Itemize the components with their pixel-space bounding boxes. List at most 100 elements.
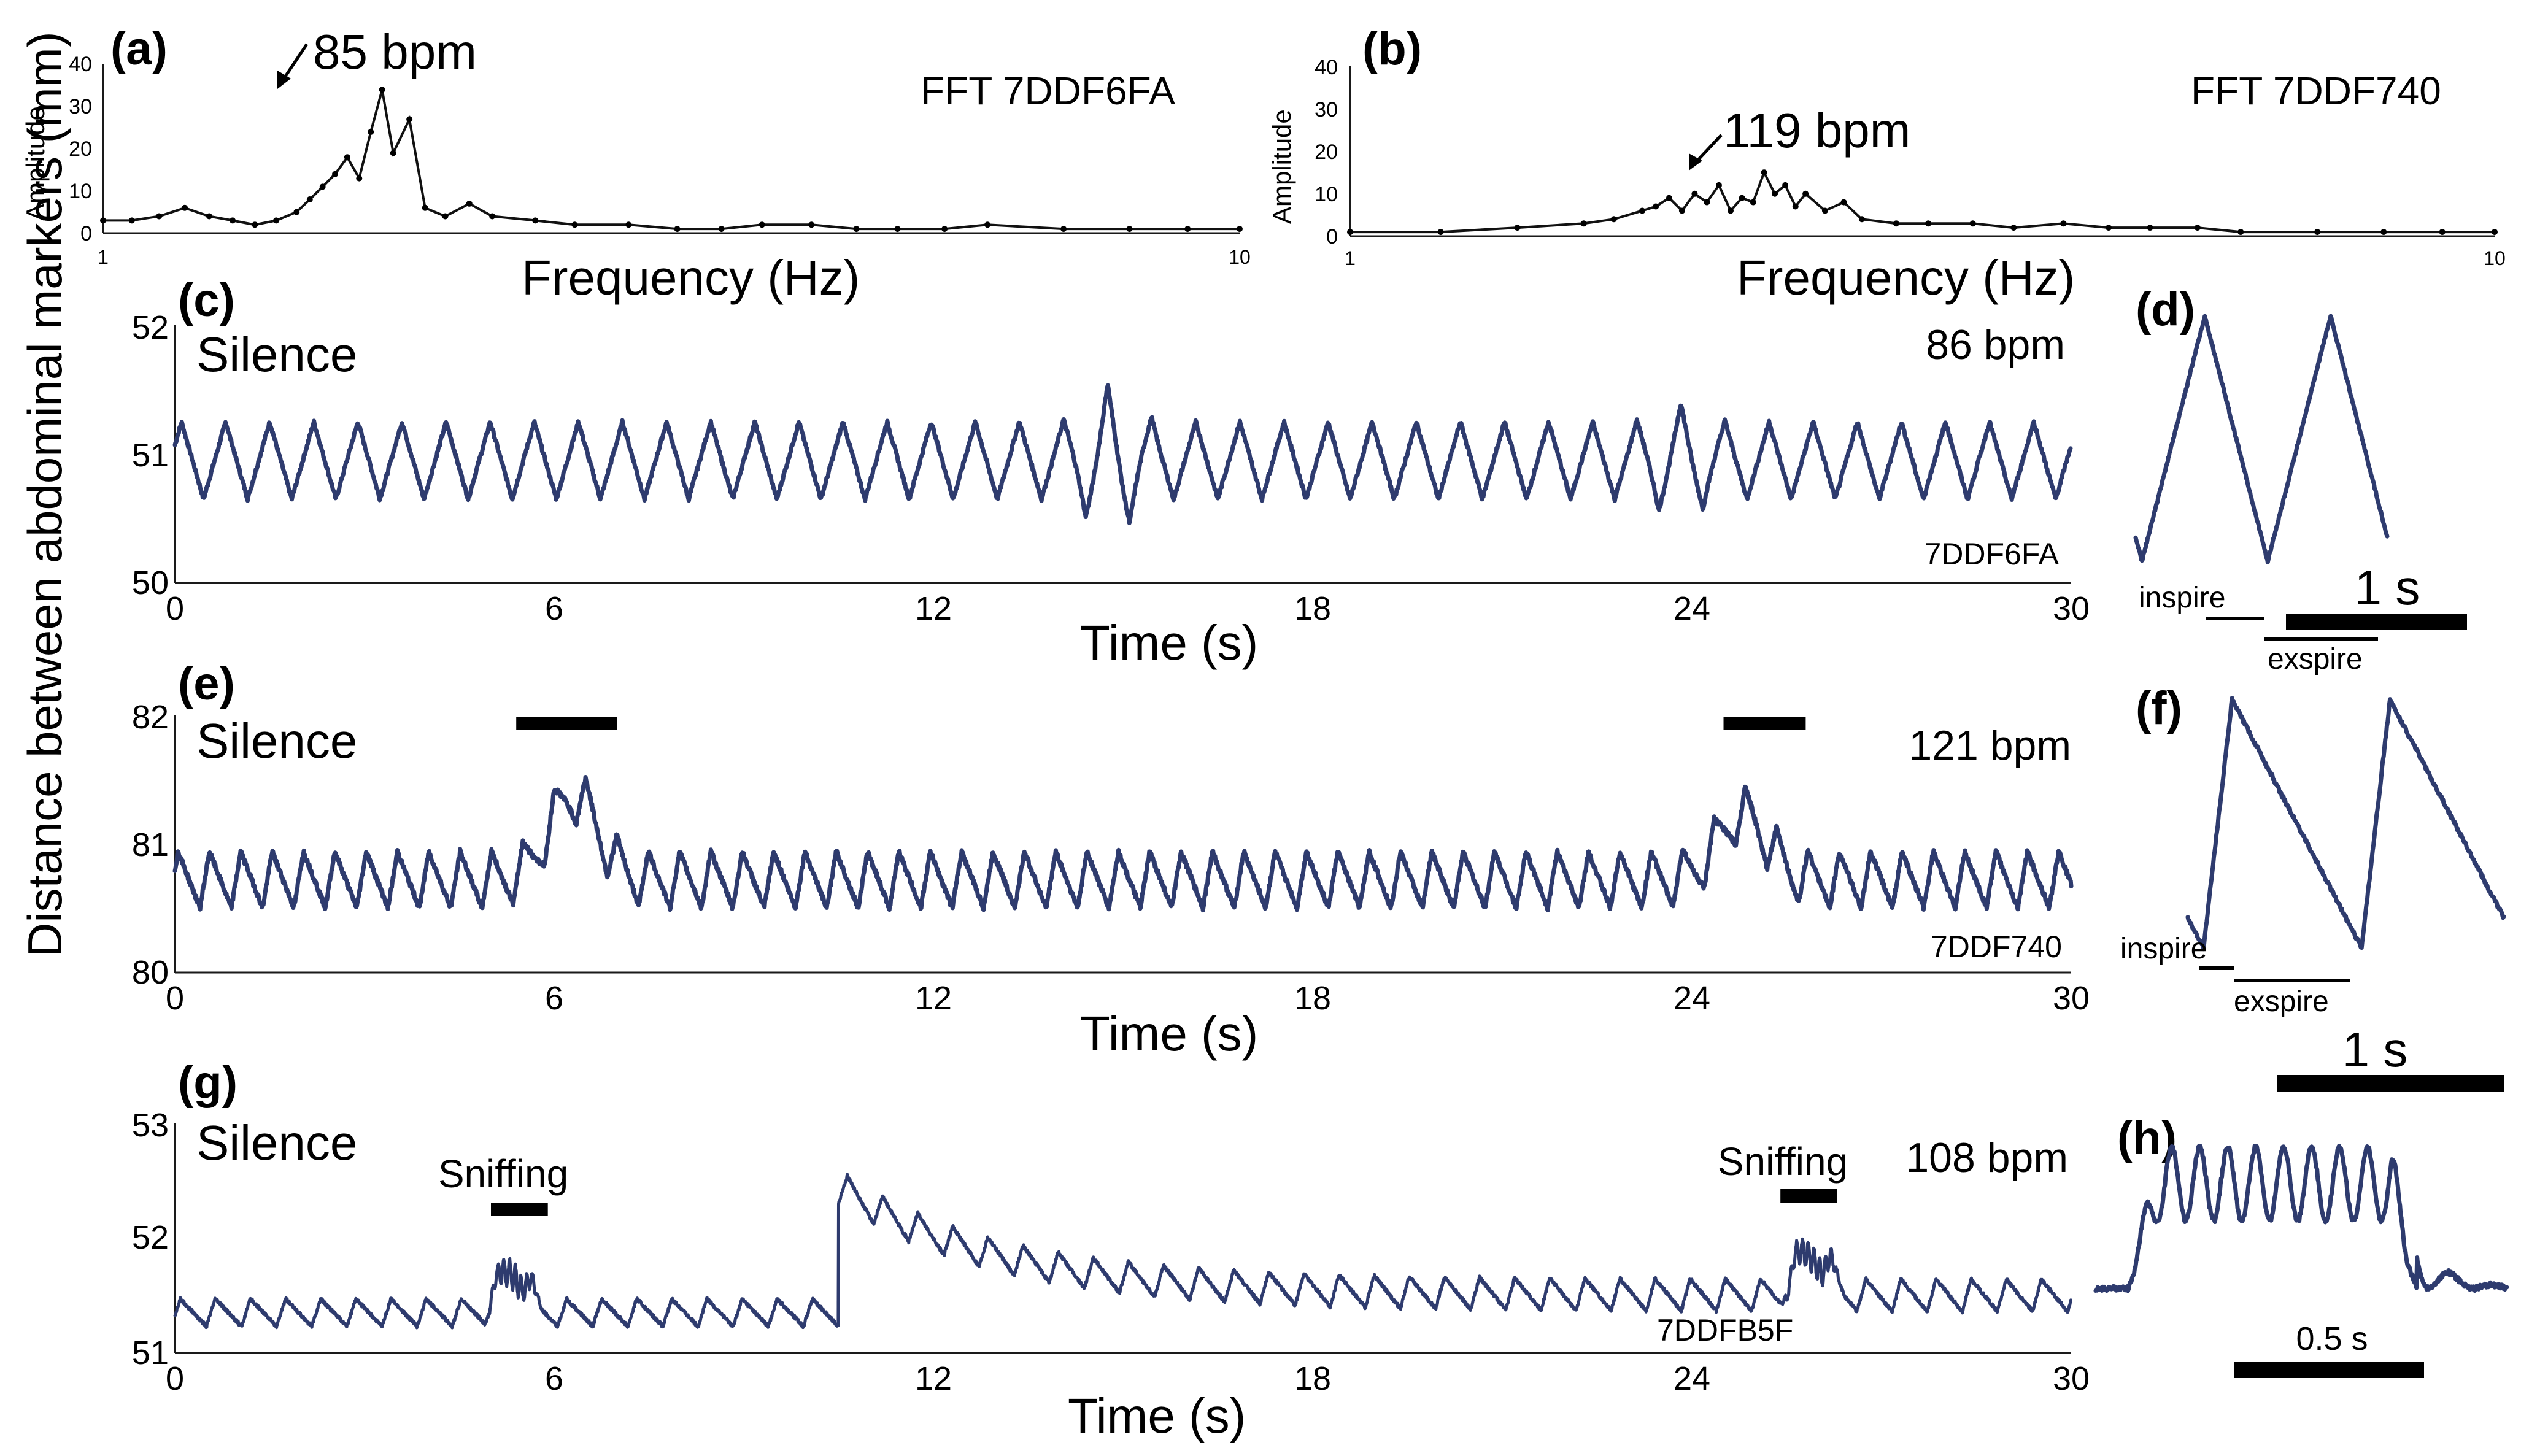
x-tick-label: 24 bbox=[1674, 980, 1710, 1017]
fft-data-point bbox=[2010, 225, 2017, 231]
panel-g-condition-label: Silence bbox=[196, 1115, 357, 1170]
fft-data-point bbox=[379, 87, 385, 93]
fft-data-point bbox=[406, 116, 413, 123]
fft-data-point bbox=[1792, 203, 1799, 210]
panel-d-inspire-label: inspire bbox=[2139, 582, 2225, 614]
panel-c-xticks: 0 6 12 18 24 30 bbox=[166, 590, 2090, 627]
fft-data-point bbox=[1727, 207, 1734, 214]
fft-data-point bbox=[1666, 195, 1672, 201]
x-tick-label: 24 bbox=[1674, 590, 1710, 627]
fft-data-point bbox=[368, 129, 374, 135]
panel-c-condition-label: Silence bbox=[196, 327, 357, 382]
y-tick-label: 0 bbox=[80, 222, 92, 245]
fft-data-point bbox=[1772, 190, 1778, 197]
y-tick-label: 20 bbox=[69, 137, 92, 161]
panel-g-animal-id: 7DDFB5F bbox=[1657, 1313, 1793, 1347]
fft-data-point bbox=[1237, 226, 1243, 233]
y-tick-label: 0 bbox=[1326, 225, 1338, 248]
panel-e-letter: (e) bbox=[178, 658, 235, 710]
fft-data-point bbox=[2237, 229, 2244, 236]
x-tick-label: 12 bbox=[915, 590, 952, 627]
panel-g-breathing-trace bbox=[173, 1173, 2072, 1330]
fft-data-point bbox=[1802, 190, 1809, 197]
fft-data-point bbox=[230, 217, 236, 224]
panel-d: (d) inspire exspire 1 s bbox=[2133, 283, 2467, 676]
fft-data-point bbox=[1704, 199, 1710, 206]
fft-data-point bbox=[1893, 220, 1899, 227]
fft-data-point bbox=[1821, 207, 1828, 214]
panel-h: (h) 0.5 s bbox=[2093, 1112, 2509, 1378]
x-tick-label: 1 bbox=[1345, 247, 1356, 269]
panel-c-rate: 86 bpm bbox=[1926, 322, 2065, 368]
panel-b-xlabel: Frequency (Hz) bbox=[1737, 250, 2075, 305]
panel-f-zoom-trace bbox=[2185, 696, 2506, 952]
panel-c: (c) Silence 86 bpm 7DDF6FA 52 51 50 0 6 … bbox=[132, 274, 2090, 670]
fft-data-point bbox=[1925, 220, 1932, 227]
x-tick-label: 10 bbox=[2484, 247, 2506, 269]
y-tick-label: 51 bbox=[132, 1335, 169, 1371]
x-tick-label: 12 bbox=[915, 1360, 952, 1397]
panel-b-peak-arrowhead bbox=[1689, 153, 1702, 171]
panel-g-xticks: 0 6 12 18 24 30 bbox=[166, 1360, 2090, 1397]
x-tick-label: 12 bbox=[915, 980, 952, 1017]
panel-b-fft-line bbox=[1350, 169, 2495, 234]
x-tick-label: 18 bbox=[1294, 1360, 1331, 1397]
y-tick-label: 30 bbox=[69, 95, 92, 118]
panel-h-zoom-trace bbox=[2093, 1144, 2509, 1293]
panel-d-letter: (d) bbox=[2136, 283, 2195, 336]
panel-e-rate: 121 bpm bbox=[1909, 722, 2071, 769]
panel-g: (g) Silence 108 bpm 7DDFB5F 53 52 51 0 6… bbox=[132, 1057, 2090, 1443]
fft-data-point bbox=[442, 213, 449, 220]
panel-f-scale-label: 1 s bbox=[2342, 1022, 2408, 1077]
panel-b-title: FFT 7DDF740 bbox=[2191, 69, 2441, 113]
panel-f-inspire-label: inspire bbox=[2120, 933, 2207, 965]
shared-y-axis-label: Distance between abdominal markers (mm) bbox=[18, 31, 72, 957]
panel-g-rate: 108 bpm bbox=[1905, 1134, 2068, 1181]
y-tick-label: 53 bbox=[132, 1107, 169, 1144]
panel-a-title: FFT 7DDF6FA bbox=[921, 69, 1175, 113]
panel-b-ylabel: Amplitude bbox=[1267, 109, 1296, 224]
fft-data-point bbox=[1691, 190, 1698, 197]
y-tick-label: 10 bbox=[69, 180, 92, 203]
fft-data-point bbox=[674, 226, 681, 233]
y-tick-label: 30 bbox=[1315, 98, 1338, 121]
panel-f-scale-bar bbox=[2277, 1075, 2504, 1092]
fft-data-point bbox=[422, 204, 428, 211]
panel-h-letter: (h) bbox=[2117, 1112, 2177, 1164]
fft-data-point bbox=[332, 171, 339, 177]
panel-e-xlabel: Time (s) bbox=[1080, 1006, 1258, 1061]
fft-data-point bbox=[2194, 225, 2201, 231]
fft-data-point bbox=[252, 221, 258, 228]
fft-data-point bbox=[1678, 207, 1685, 214]
fft-data-point bbox=[894, 226, 901, 233]
fft-data-point bbox=[2380, 229, 2387, 236]
fft-data-point bbox=[156, 213, 163, 220]
fft-data-point bbox=[306, 196, 313, 202]
panel-g-sniffing-label-2: Sniffing bbox=[1718, 1139, 1848, 1184]
fft-data-point bbox=[2314, 229, 2321, 236]
panel-c-breathing-trace bbox=[172, 383, 2073, 525]
x-tick-label: 18 bbox=[1294, 980, 1331, 1017]
panel-c-letter: (c) bbox=[178, 274, 235, 326]
fft-data-point bbox=[1840, 199, 1847, 206]
y-tick-label: 40 bbox=[69, 53, 92, 76]
panel-a-xlabel: Frequency (Hz) bbox=[522, 250, 860, 305]
panel-d-scale-bar bbox=[2286, 614, 2467, 630]
fft-data-point bbox=[356, 175, 363, 182]
event-marker-bar bbox=[516, 717, 617, 730]
y-tick-label: 40 bbox=[1315, 56, 1338, 79]
panel-a-yticks: 0 10 20 30 40 bbox=[69, 53, 92, 245]
fft-data-point bbox=[808, 221, 815, 228]
panel-b-peak-annotation: 119 bpm bbox=[1723, 103, 1910, 158]
panel-h-scale-label: 0.5 s bbox=[2296, 1320, 2368, 1357]
fft-data-point bbox=[1750, 199, 1756, 206]
panel-a-letter: (a) bbox=[110, 23, 168, 75]
y-tick-label: 20 bbox=[1315, 141, 1338, 164]
panel-e: (e) Silence 121 bpm 7DDF740 82 81 80 0 6… bbox=[132, 658, 2090, 1061]
y-tick-label: 52 bbox=[132, 309, 169, 346]
fft-data-point bbox=[1639, 207, 1646, 214]
fft-data-point bbox=[273, 217, 280, 224]
fft-data-point bbox=[319, 183, 326, 190]
panel-a: (a) FFT 7DDF6FA Amplitude 0 10 20 30 40 … bbox=[21, 23, 1251, 305]
fft-data-point bbox=[1969, 220, 1976, 227]
